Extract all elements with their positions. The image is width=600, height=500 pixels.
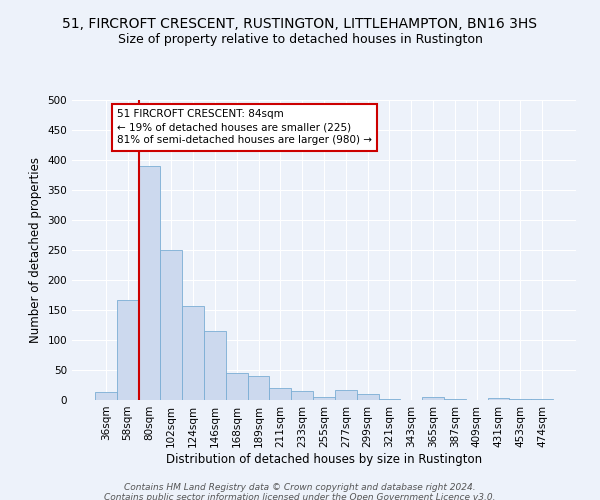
Bar	[117, 300, 139, 400]
Text: Contains public sector information licensed under the Open Government Licence v3: Contains public sector information licen…	[104, 492, 496, 500]
Bar	[488, 398, 509, 400]
Text: Size of property relative to detached houses in Rustington: Size of property relative to detached ho…	[118, 32, 482, 46]
Bar	[248, 376, 269, 400]
Bar	[95, 392, 117, 400]
Text: Contains HM Land Registry data © Crown copyright and database right 2024.: Contains HM Land Registry data © Crown c…	[124, 482, 476, 492]
Y-axis label: Number of detached properties: Number of detached properties	[29, 157, 42, 343]
Bar	[226, 373, 248, 400]
Bar	[422, 397, 444, 400]
Bar	[204, 331, 226, 400]
Bar	[357, 394, 379, 400]
Bar	[313, 397, 335, 400]
Bar	[139, 166, 160, 400]
Bar	[182, 306, 204, 400]
Bar	[379, 399, 400, 400]
Bar	[335, 390, 357, 400]
X-axis label: Distribution of detached houses by size in Rustington: Distribution of detached houses by size …	[166, 452, 482, 466]
Bar	[291, 391, 313, 400]
Bar	[269, 388, 291, 400]
Bar	[444, 399, 466, 400]
Text: 51, FIRCROFT CRESCENT, RUSTINGTON, LITTLEHAMPTON, BN16 3HS: 51, FIRCROFT CRESCENT, RUSTINGTON, LITTL…	[62, 18, 538, 32]
Text: 51 FIRCROFT CRESCENT: 84sqm
← 19% of detached houses are smaller (225)
81% of se: 51 FIRCROFT CRESCENT: 84sqm ← 19% of det…	[117, 109, 372, 146]
Bar	[160, 250, 182, 400]
